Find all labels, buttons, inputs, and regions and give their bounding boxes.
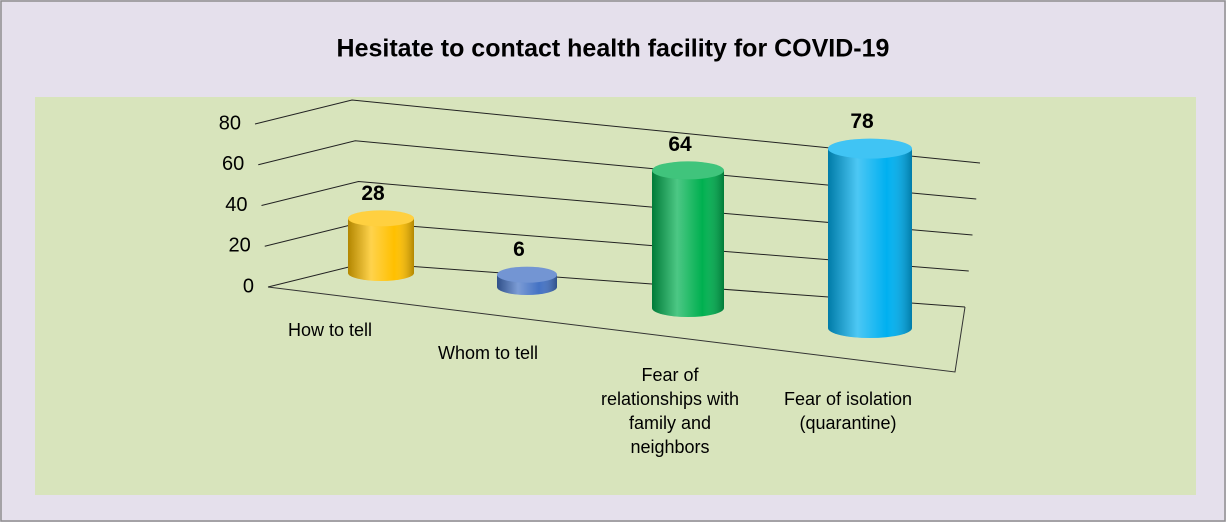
bar-top-light bbox=[652, 161, 724, 180]
floor bbox=[267, 286, 966, 373]
value-label: 28 bbox=[361, 182, 385, 205]
bar-top-light bbox=[348, 210, 414, 227]
bar-top-light bbox=[497, 266, 557, 283]
y-tick-label: 40 bbox=[225, 194, 247, 216]
grid-line bbox=[261, 180, 973, 236]
bar bbox=[828, 138, 912, 338]
grid-line bbox=[254, 99, 981, 164]
bar bbox=[348, 210, 414, 281]
bar bbox=[497, 266, 557, 295]
x-tick-label: Fear of isolation (quarantine) bbox=[783, 389, 913, 433]
bar-top bbox=[348, 210, 414, 227]
bar-top bbox=[652, 161, 724, 180]
bar bbox=[652, 161, 724, 317]
chart-title: Hesitate to contact health facility for … bbox=[337, 35, 890, 63]
x-tick-label: Whom to tell bbox=[437, 343, 539, 363]
bar-shade bbox=[652, 170, 724, 317]
value-label: 78 bbox=[850, 110, 874, 133]
bar-shade bbox=[828, 148, 912, 338]
y-tick-label: 0 bbox=[243, 275, 254, 297]
bar-top bbox=[497, 266, 557, 283]
x-tick-label: Fear of relationships with family and ne… bbox=[600, 365, 740, 457]
bar-shade bbox=[348, 218, 414, 281]
x-tick-label: How to tell bbox=[287, 320, 373, 340]
bar-top-light bbox=[828, 138, 912, 159]
value-label: 64 bbox=[668, 133, 692, 156]
plot-area bbox=[35, 97, 1196, 495]
y-tick-label: 60 bbox=[222, 153, 244, 175]
value-label: 6 bbox=[513, 238, 525, 261]
grid-line bbox=[258, 140, 977, 200]
y-tick-label: 80 bbox=[219, 112, 241, 134]
bar-top bbox=[828, 138, 912, 159]
y-tick-label: 20 bbox=[229, 235, 251, 257]
